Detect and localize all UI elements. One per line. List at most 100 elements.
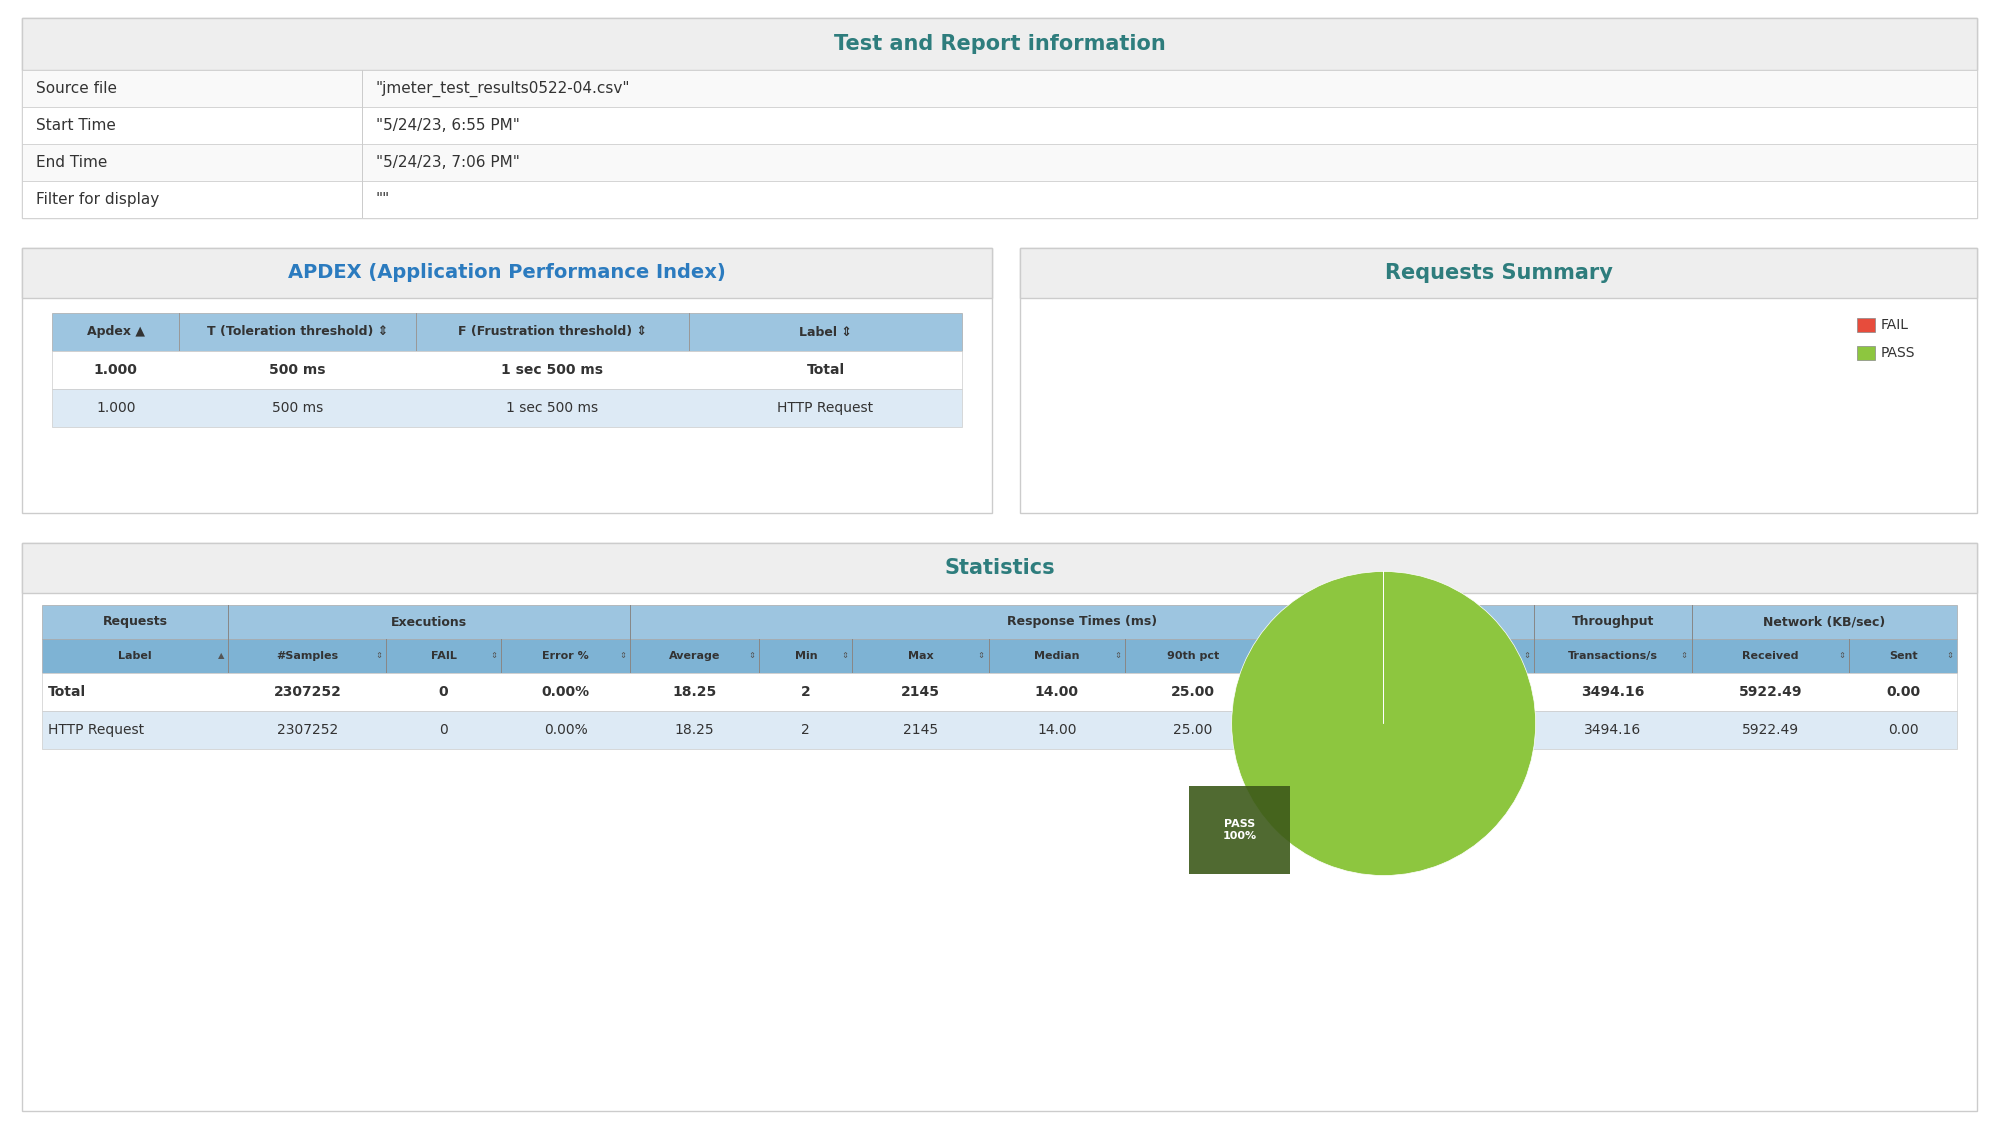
Text: 2: 2: [801, 723, 809, 737]
Text: Max: Max: [907, 651, 933, 660]
Text: 1.000: 1.000: [96, 401, 136, 415]
Bar: [1856, 345, 1874, 360]
Bar: [22, 145, 1976, 181]
Bar: [52, 390, 961, 427]
Bar: [22, 181, 1976, 218]
Text: ⇕: ⇕: [1522, 651, 1528, 660]
Text: PASS: PASS: [1880, 345, 1914, 360]
Text: 46.00: 46.00: [1445, 723, 1485, 737]
Text: 3494.16: 3494.16: [1580, 685, 1644, 699]
Text: ⇕: ⇕: [977, 651, 985, 660]
Text: Error %: Error %: [541, 651, 589, 660]
Text: Transactions/s: Transactions/s: [1566, 651, 1656, 660]
Text: "jmeter_test_results0522-04.csv": "jmeter_test_results0522-04.csv": [376, 80, 629, 97]
Text: "5/24/23, 6:55 PM": "5/24/23, 6:55 PM": [376, 119, 519, 133]
Text: 0.00: 0.00: [1886, 685, 1920, 699]
Text: 2307252: 2307252: [274, 685, 342, 699]
Text: 34.00: 34.00: [1307, 685, 1351, 699]
Text: FAIL: FAIL: [430, 651, 456, 660]
Text: 90th pct: 90th pct: [1167, 651, 1219, 660]
Text: 14.00: 14.00: [1037, 723, 1077, 737]
Text: Received: Received: [1742, 651, 1798, 660]
Text: F (Frustration threshold) ⇕: F (Frustration threshold) ⇕: [458, 325, 647, 339]
Text: Average: Average: [669, 651, 719, 660]
Text: ▲: ▲: [218, 651, 224, 660]
Text: Start Time: Start Time: [36, 119, 116, 133]
Text: "": "": [376, 192, 390, 207]
Text: ⇕: ⇕: [376, 651, 382, 660]
Text: Requests: Requests: [102, 615, 168, 629]
Text: 18.25: 18.25: [671, 685, 717, 699]
Text: 34.00: 34.00: [1309, 723, 1349, 737]
Text: 0.00: 0.00: [1886, 723, 1918, 737]
Text: APDEX (Application Performance Index): APDEX (Application Performance Index): [288, 263, 725, 282]
Text: 0: 0: [440, 685, 448, 699]
Bar: [42, 605, 1956, 639]
Bar: [1019, 248, 1976, 513]
Bar: [42, 639, 1956, 673]
Bar: [52, 351, 961, 390]
Bar: [22, 543, 1976, 1111]
Text: ⇕: ⇕: [747, 651, 755, 660]
Bar: [22, 70, 1976, 107]
Bar: [22, 18, 1976, 218]
Text: ⇕: ⇕: [1838, 651, 1844, 660]
Text: "5/24/23, 7:06 PM": "5/24/23, 7:06 PM": [376, 155, 519, 170]
Text: 25.00: 25.00: [1173, 723, 1213, 737]
Text: Executions: Executions: [392, 615, 468, 629]
Text: Label ⇕: Label ⇕: [799, 325, 851, 339]
Text: Source file: Source file: [36, 81, 118, 96]
Text: Response Times (ms): Response Times (ms): [1007, 615, 1157, 629]
Text: 0.00%: 0.00%: [541, 685, 589, 699]
Text: ⇕: ⇕: [619, 651, 625, 660]
Text: 5922.49: 5922.49: [1740, 723, 1798, 737]
Text: ⇕: ⇕: [1944, 651, 1952, 660]
Text: 2145: 2145: [903, 723, 937, 737]
Text: 95th pct: 95th pct: [1303, 651, 1355, 660]
Wedge shape: [1231, 571, 1534, 875]
Text: 2: 2: [801, 685, 811, 699]
Text: Statistics: Statistics: [943, 558, 1055, 578]
Text: Sent: Sent: [1888, 651, 1916, 660]
Text: Network (KB/sec): Network (KB/sec): [1762, 615, 1884, 629]
Text: ⇕: ⇕: [490, 651, 498, 660]
Text: #Samples: #Samples: [276, 651, 338, 660]
Text: Label: Label: [118, 651, 152, 660]
Text: ⇕: ⇕: [841, 651, 847, 660]
Text: 0: 0: [440, 723, 448, 737]
Bar: [1856, 318, 1874, 332]
Text: 500 ms: 500 ms: [272, 401, 324, 415]
Bar: [22, 18, 1976, 70]
Text: 25.00: 25.00: [1171, 685, 1215, 699]
Bar: [42, 711, 1956, 749]
Text: Throughput: Throughput: [1570, 615, 1652, 629]
Bar: [52, 313, 961, 351]
Text: 1.000: 1.000: [94, 364, 138, 377]
Text: Min: Min: [793, 651, 817, 660]
Text: 99th pct: 99th pct: [1439, 651, 1491, 660]
Text: Median: Median: [1033, 651, 1079, 660]
Bar: [42, 673, 1956, 711]
Text: Apdex ▲: Apdex ▲: [86, 325, 144, 339]
Text: Requests Summary: Requests Summary: [1385, 263, 1612, 283]
Bar: [22, 248, 991, 298]
Bar: [1019, 248, 1976, 298]
Text: HTTP Request: HTTP Request: [777, 401, 873, 415]
Text: 14.00: 14.00: [1035, 685, 1079, 699]
Bar: [22, 543, 1976, 593]
Bar: [22, 107, 1976, 145]
Text: 1 sec 500 ms: 1 sec 500 ms: [501, 364, 603, 377]
Text: T (Toleration threshold) ⇕: T (Toleration threshold) ⇕: [208, 325, 388, 339]
Bar: [22, 248, 991, 513]
Text: 2307252: 2307252: [276, 723, 338, 737]
Text: Filter for display: Filter for display: [36, 192, 160, 207]
Text: 3494.16: 3494.16: [1582, 723, 1640, 737]
Text: PASS
100%: PASS 100%: [1221, 820, 1255, 841]
Text: 5922.49: 5922.49: [1738, 685, 1802, 699]
Text: ⇕: ⇕: [1113, 651, 1121, 660]
Text: 500 ms: 500 ms: [270, 364, 326, 377]
Text: End Time: End Time: [36, 155, 108, 170]
Text: ⇕: ⇕: [1249, 651, 1257, 660]
Text: Total: Total: [805, 364, 843, 377]
Text: 46.00: 46.00: [1443, 685, 1487, 699]
